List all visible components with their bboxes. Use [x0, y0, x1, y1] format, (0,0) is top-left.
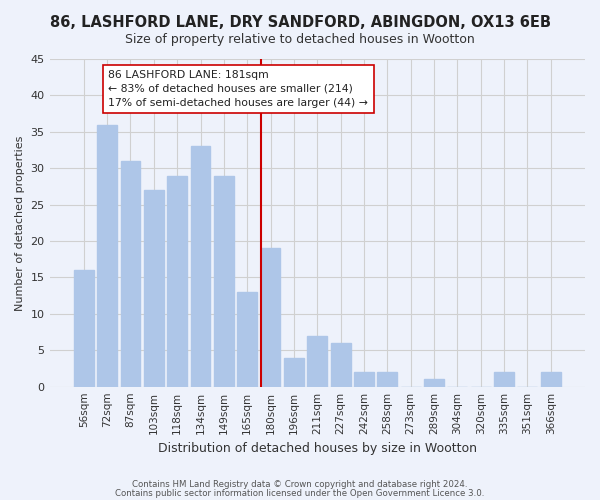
Text: Size of property relative to detached houses in Wootton: Size of property relative to detached ho…: [125, 32, 475, 46]
Bar: [167, 176, 187, 386]
Bar: [238, 292, 257, 386]
Bar: [97, 124, 117, 386]
Y-axis label: Number of detached properties: Number of detached properties: [15, 135, 25, 310]
Text: Contains HM Land Registry data © Crown copyright and database right 2024.: Contains HM Land Registry data © Crown c…: [132, 480, 468, 489]
Bar: [354, 372, 374, 386]
Text: 86 LASHFORD LANE: 181sqm
← 83% of detached houses are smaller (214)
17% of semi-: 86 LASHFORD LANE: 181sqm ← 83% of detach…: [109, 70, 368, 108]
Bar: [74, 270, 94, 386]
Bar: [191, 146, 211, 386]
Text: 86, LASHFORD LANE, DRY SANDFORD, ABINGDON, OX13 6EB: 86, LASHFORD LANE, DRY SANDFORD, ABINGDO…: [49, 15, 551, 30]
Bar: [214, 176, 234, 386]
Bar: [494, 372, 514, 386]
Bar: [307, 336, 327, 386]
Bar: [144, 190, 164, 386]
Bar: [260, 248, 280, 386]
Bar: [121, 161, 140, 386]
Bar: [424, 380, 444, 386]
Text: Contains public sector information licensed under the Open Government Licence 3.: Contains public sector information licen…: [115, 489, 485, 498]
Bar: [284, 358, 304, 386]
X-axis label: Distribution of detached houses by size in Wootton: Distribution of detached houses by size …: [158, 442, 477, 455]
Bar: [331, 343, 350, 386]
Bar: [377, 372, 397, 386]
Bar: [541, 372, 560, 386]
